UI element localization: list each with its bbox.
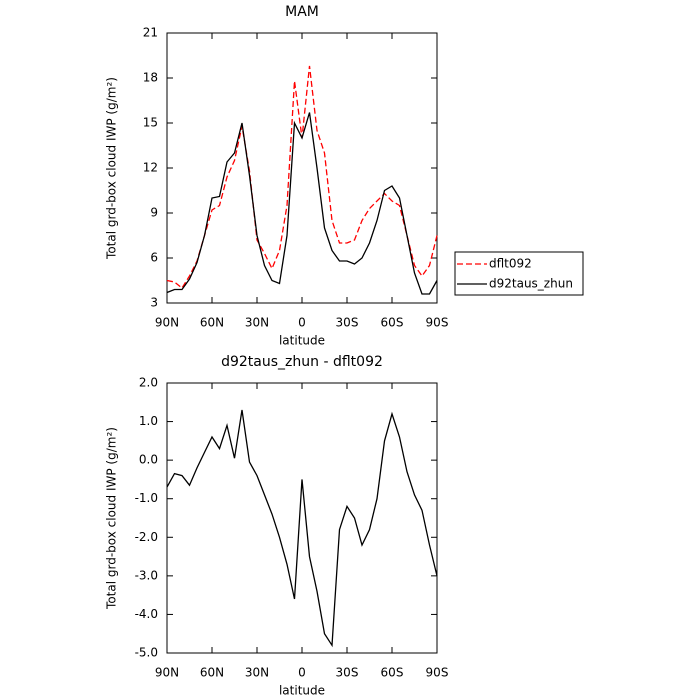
y-tick-label: 0.0 [139,453,158,467]
x-tick-label: 90N [155,316,179,330]
y-tick-label: 1.0 [139,414,158,428]
y-tick-label: -5.0 [135,646,158,660]
x-tick-label: 90N [155,666,179,680]
y-axis-label: Total grd-box cloud IWP (g/m²) [105,427,119,610]
x-axis-label: latitude [279,334,325,348]
chart-title: MAM [285,4,319,20]
x-tick-label: 60S [381,316,404,330]
y-axis-label: Total grd-box cloud IWP (g/m²) [105,77,119,260]
data-line [166,409,438,648]
x-tick-label: 60S [381,666,404,680]
y-tick-label: 12 [143,161,158,175]
x-tick-label: 60N [200,316,224,330]
y-tick-label: -2.0 [135,530,158,544]
x-tick-label: 90S [426,316,449,330]
x-tick-label: 30S [336,316,359,330]
chart-title: d92taus_zhun - dflt092 [221,354,383,370]
legend-label: dflt092 [489,257,532,271]
y-tick-label: 18 [143,71,158,85]
y-tick-label: 6 [150,251,158,265]
x-tick-label: 0 [298,316,306,330]
x-tick-label: 90S [426,666,449,680]
plot-frame [166,32,438,304]
y-tick-label: 3 [150,296,158,310]
data-line [166,65,438,289]
y-tick-label: -1.0 [135,491,158,505]
y-tick-label: -4.0 [135,607,158,621]
y-tick-label: 21 [143,26,158,40]
plot-frame [166,382,438,654]
data-line [166,112,438,295]
x-tick-label: 30S [336,666,359,680]
legend-box [454,251,584,296]
legend-label: d92taus_zhun [489,277,573,291]
x-tick-label: 60N [200,666,224,680]
x-tick-label: 0 [298,666,306,680]
x-tick-label: 30N [245,666,269,680]
y-tick-label: -3.0 [135,568,158,582]
x-axis-label: latitude [279,684,325,698]
y-tick-label: 2.0 [139,376,158,390]
x-tick-label: 30N [245,316,269,330]
y-tick-label: 15 [143,116,158,130]
y-tick-label: 9 [150,206,158,220]
